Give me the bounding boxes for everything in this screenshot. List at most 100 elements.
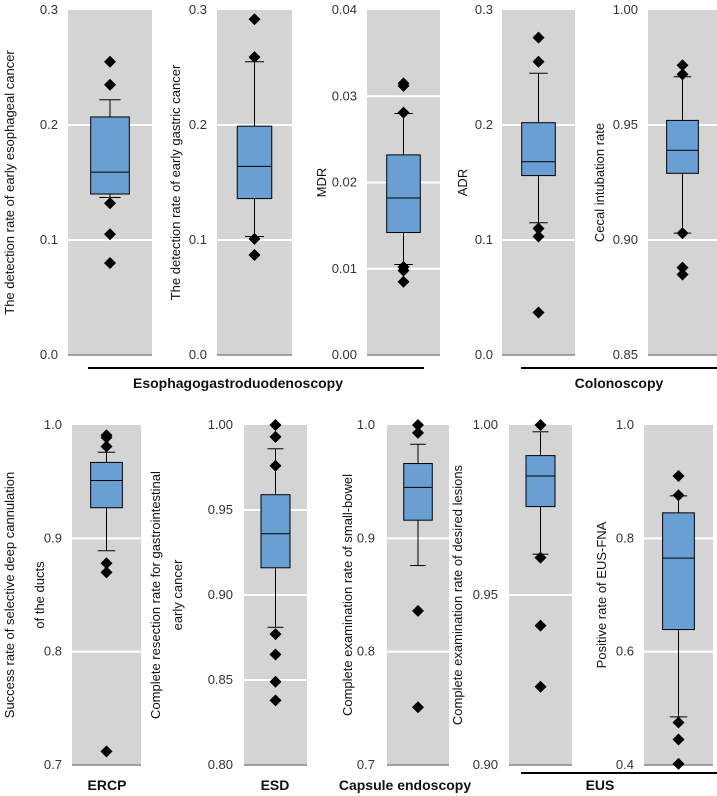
y-axis-label: ADR (455, 169, 470, 196)
outlier-marker (397, 106, 410, 119)
panel-1: 0.0 0.1 0.2 0.3 The detection rate of early … (2, 2, 152, 362)
box-iqr (236, 125, 273, 200)
y-tick-label: 1.0 (44, 417, 62, 432)
outlier-marker (412, 701, 424, 714)
outlier-marker (672, 716, 685, 729)
y-tick-label: 0.4 (616, 757, 634, 772)
outlier-marker (269, 648, 282, 661)
y-axis-label: MDR (314, 168, 329, 198)
y-tick-label: 0.85 (208, 672, 233, 687)
outlier-marker (532, 222, 545, 235)
outlier-marker (100, 557, 113, 570)
outlier-marker (269, 459, 282, 472)
y-tick-label: 0.95 (208, 502, 233, 517)
outlier-marker (104, 55, 116, 68)
outlier-marker (100, 566, 113, 579)
outlier-marker (676, 261, 689, 274)
box-iqr (90, 461, 123, 509)
y-axis-label: Complete examination rate of desired les… (450, 464, 465, 725)
y-tick-label: 0.95 (613, 117, 638, 132)
y-axis-label: Success rate of selective deep cannulati… (2, 472, 17, 718)
outlier-marker (397, 79, 410, 92)
group-label: EUS (586, 777, 615, 793)
outlier-marker (676, 268, 689, 281)
y-tick-label: 0.90 (613, 232, 638, 247)
y-axis-label: The detection rate of early esophageal c… (2, 50, 17, 315)
outlier-marker (104, 78, 116, 91)
y-tick-label: 0.3 (40, 2, 58, 17)
box-iqr (90, 116, 130, 195)
y-tick-label: 0.80 (208, 757, 233, 772)
y-tick-label: 0.00 (332, 347, 357, 362)
y-axis-label: Cecal intubation rate (592, 123, 607, 242)
y-tick-label: 0.85 (613, 347, 638, 362)
outlier-marker (269, 694, 282, 707)
box-iqr (260, 494, 291, 569)
outlier-marker (269, 430, 282, 443)
y-tick-label: 0.8 (616, 530, 634, 545)
panel-7: 0.80 0.85 0.90 0.95 1.00 Complete resection r… (148, 417, 307, 772)
outlier-marker (672, 470, 685, 482)
y-axis-label-line2: of the ducts (32, 561, 47, 629)
panel-4: 0.0 0.1 0.2 0.3 ADR (455, 2, 575, 362)
outlier-marker (676, 227, 689, 240)
y-tick-label: 0.02 (332, 175, 357, 190)
group-label: Capsule endoscopy (339, 777, 471, 793)
outlier-marker (672, 733, 685, 746)
outlier-marker (248, 51, 261, 64)
outlier-marker (397, 264, 410, 277)
y-tick-label: 0.95 (473, 587, 498, 602)
y-axis-label: The detection rate of early gastric canc… (168, 64, 183, 300)
outlier-marker (532, 230, 545, 243)
outlier-marker (248, 232, 261, 245)
outlier-marker (676, 59, 689, 72)
outlier-marker (100, 745, 113, 758)
y-tick-label: 0.90 (208, 587, 233, 602)
outlier-marker (412, 426, 424, 439)
y-tick-label: 1.00 (208, 417, 233, 432)
y-tick-label: 0.1 (475, 232, 493, 247)
y-tick-label: 0.0 (189, 347, 207, 362)
outlier-marker (534, 419, 547, 431)
outlier-marker (672, 757, 685, 770)
y-tick-label: 0.2 (189, 117, 207, 132)
outlier-marker (534, 551, 547, 564)
y-tick-label: 0.3 (189, 2, 207, 17)
outlier-marker (248, 248, 261, 261)
y-tick-label: 1.00 (613, 2, 638, 17)
group-label: Colonoscopy (575, 375, 664, 391)
outlier-marker (248, 13, 261, 26)
outlier-marker (104, 257, 116, 269)
outlier-marker (534, 680, 547, 693)
y-tick-label: 1.0 (357, 417, 375, 432)
y-tick-label: 1.00 (473, 417, 498, 432)
group-label: Esophagogastroduodenoscopy (133, 375, 343, 391)
outlier-marker (532, 31, 545, 44)
outlier-marker (534, 619, 547, 632)
outlier-marker (532, 306, 545, 319)
box-iqr (521, 122, 556, 177)
outlier-marker (412, 419, 424, 431)
box-iqr (662, 512, 695, 631)
y-tick-label: 0.6 (616, 644, 634, 659)
outlier-marker (100, 431, 113, 444)
y-axis-label-line2: early cancer (170, 559, 185, 630)
y-tick-label: 0.01 (332, 261, 357, 276)
y-tick-label: 0.3 (475, 2, 493, 17)
box-iqr (666, 119, 699, 174)
y-tick-label: 0.04 (332, 2, 357, 17)
panel-9: 0.90 0.95 1.00 Complete examination rate of… (450, 417, 572, 772)
y-tick-label: 1.0 (616, 417, 634, 432)
y-axis-label: Complete examination rate of small-bowel (340, 474, 355, 716)
y-tick-label: 0.90 (473, 757, 498, 772)
outlier-marker (676, 68, 689, 81)
outlier-marker (412, 604, 424, 617)
panel-6: 0.7 0.8 0.9 1.0 Success rate of selective de… (2, 417, 141, 772)
y-tick-label: 0.2 (40, 117, 58, 132)
y-tick-label: 0.1 (189, 232, 207, 247)
panel-10: 0.4 0.6 0.8 1.0 Positive rate of EUS-FNA (594, 417, 713, 772)
outlier-marker (269, 628, 282, 641)
outlier-marker (269, 419, 282, 431)
panel-5: 0.85 0.90 0.95 1.00 Cecal intubation rate (592, 2, 717, 362)
